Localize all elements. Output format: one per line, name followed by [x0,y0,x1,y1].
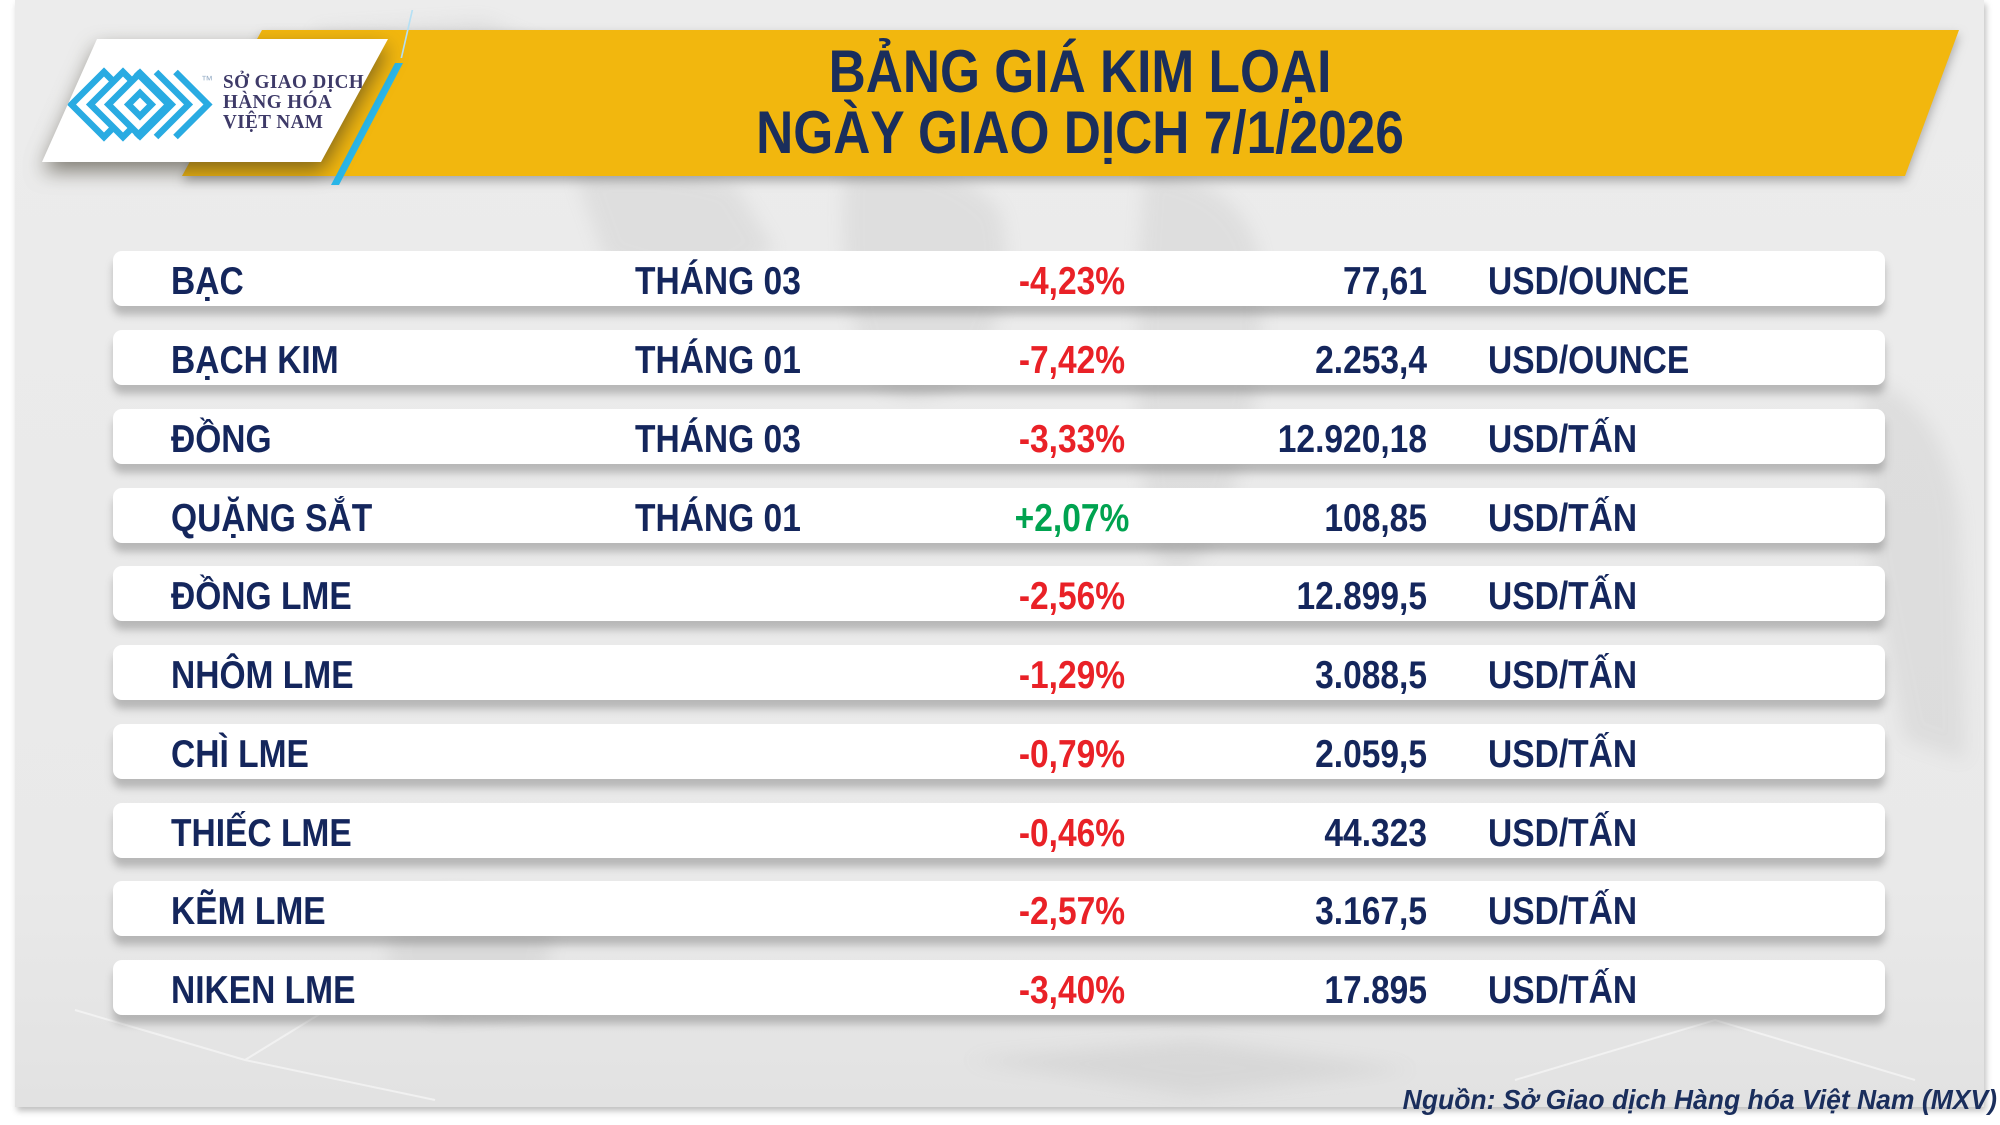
svg-text:™: ™ [201,73,213,87]
